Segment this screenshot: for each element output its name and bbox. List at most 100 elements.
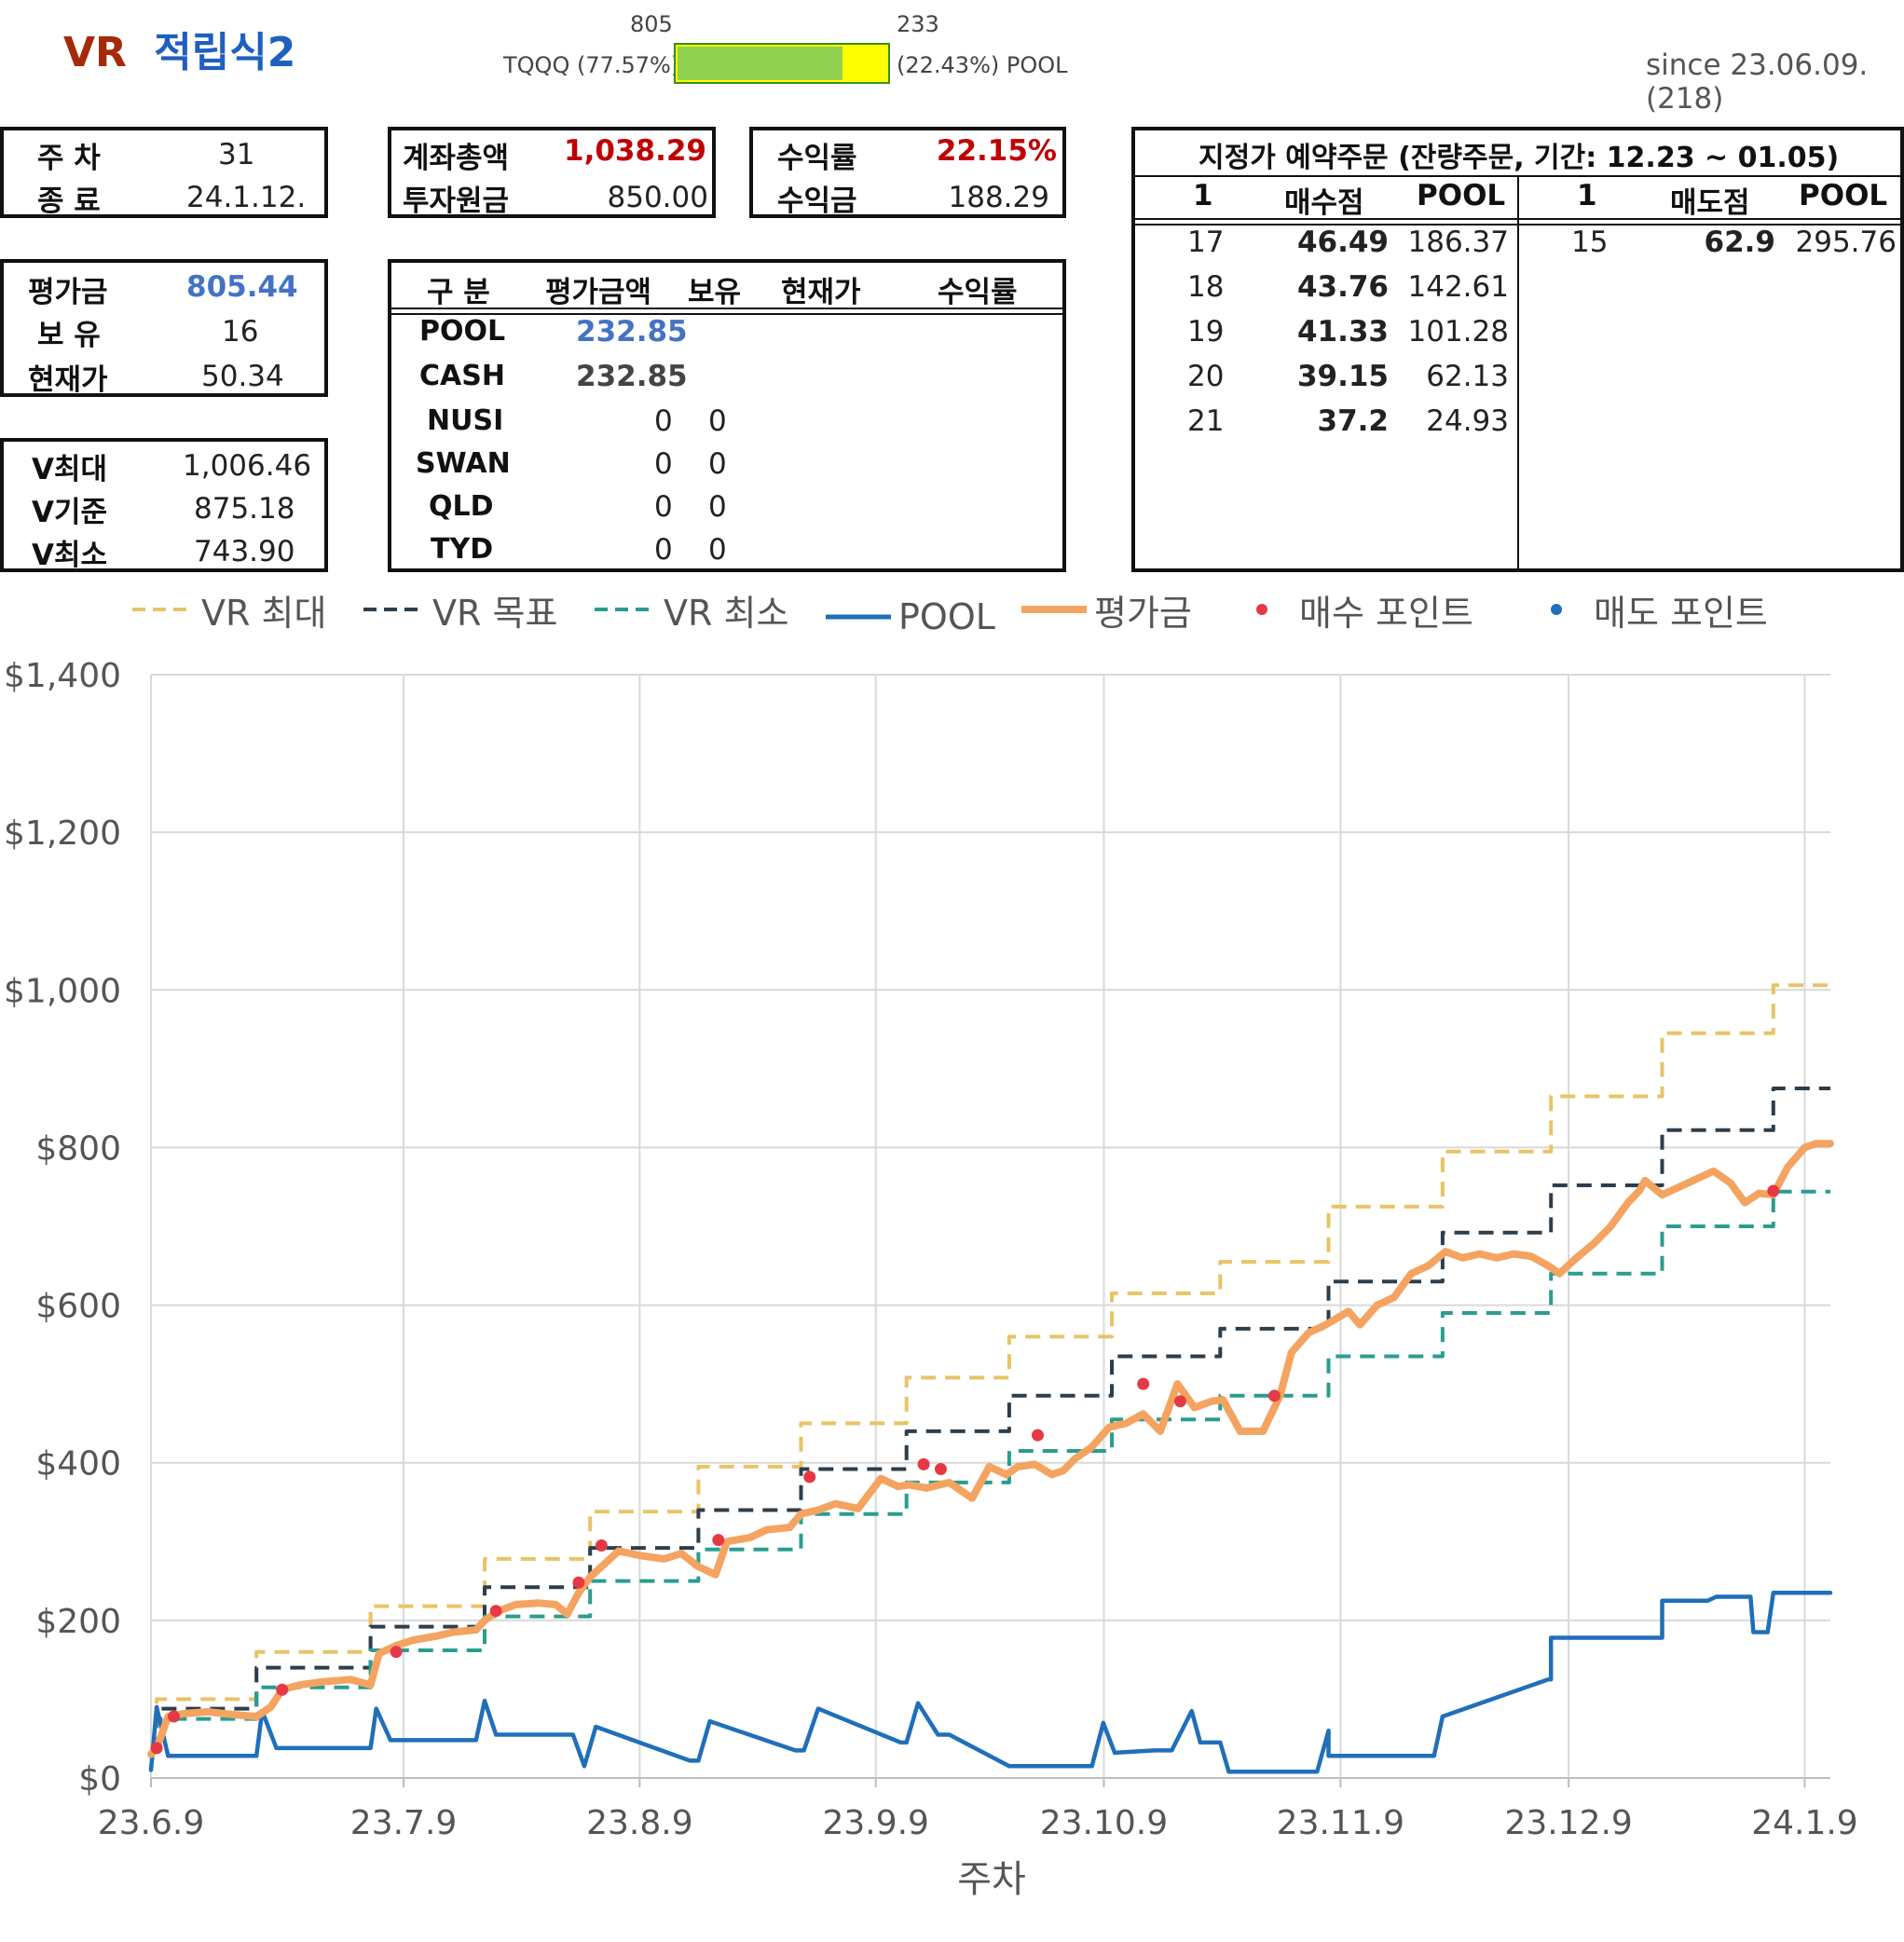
x-tick-label: 23.10.9 — [1040, 1804, 1168, 1842]
buy-order-pool: 186.37 — [1407, 226, 1509, 259]
legend-item-vmin: VR 최소 — [595, 589, 788, 634]
holding-name: QLD — [429, 490, 494, 523]
legend-label-vtarget: VR 목표 — [432, 592, 558, 634]
buy-point — [1031, 1429, 1044, 1442]
holding-hold: 0 — [708, 533, 727, 567]
buy-order-index: 18 — [1187, 270, 1225, 304]
buy-header-pool: POOL — [1417, 179, 1506, 212]
total-value: 1,038.29 — [564, 134, 706, 168]
eval-value: 805.44 — [186, 270, 298, 304]
legend-swatch-buy — [1256, 604, 1267, 615]
bar-right-value: 233 — [897, 11, 939, 37]
buy-header-index: 1 — [1193, 179, 1213, 212]
y-tick-label: $1,000 — [4, 972, 121, 1010]
buy-order-pool: 101.28 — [1407, 315, 1509, 349]
vmax-value: 1,006.46 — [183, 449, 312, 483]
series-line-vtarget — [151, 1087, 1830, 1749]
legend-label-eval: 평가금 — [1094, 592, 1192, 634]
orders-title: 지정가 예약주문 (잔량주문, 기간: 12.23 ~ 01.05) — [1199, 142, 1840, 174]
orders-table: 지정가 예약주문 (잔량주문, 기간: 12.23 ~ 01.05) 1 매수점… — [1131, 127, 1904, 572]
y-tick-label: $400 — [35, 1445, 121, 1484]
x-tick-label: 23.12.9 — [1504, 1804, 1632, 1842]
end-value: 24.1.12. — [186, 181, 307, 214]
sell-header-index: 1 — [1577, 179, 1597, 212]
legend-item-vtarget: VR 목표 — [363, 589, 557, 634]
legend-item-vmax: VR 최대 — [132, 589, 326, 634]
holdings-header-divider — [391, 308, 1062, 309]
legend-label-buy: 매수 포인트 — [1299, 592, 1473, 634]
y-tick-label: $1,400 — [4, 657, 121, 695]
principal-label: 투자원금 — [403, 185, 510, 218]
legend-label-pool: POOL — [898, 596, 995, 637]
holding-name: POOL — [419, 315, 506, 348]
holding-hold: 0 — [708, 490, 727, 524]
buy-point — [167, 1710, 180, 1723]
holding-hold: 0 — [708, 447, 727, 481]
holdings-header-return: 수익률 — [938, 276, 1018, 309]
price-value: 50.34 — [201, 360, 284, 393]
y-tick-label: $1,200 — [4, 814, 121, 853]
buy-order-index: 20 — [1187, 360, 1225, 393]
orders-title-divider — [1135, 175, 1900, 177]
x-tick-label: 23.11.9 — [1277, 1804, 1404, 1842]
legend-swatch-vmax — [132, 608, 194, 611]
buy-point — [803, 1470, 816, 1484]
buy-order-pool: 62.13 — [1426, 360, 1509, 393]
buy-order-pool: 142.61 — [1407, 270, 1509, 304]
sell-header-price: 매도점 — [1670, 186, 1750, 220]
buy-order-price: 37.2 — [1317, 404, 1390, 438]
holding-amount: 232.85 — [576, 315, 688, 349]
v-box: V최대 1,006.46 V기준 875.18 V최소 743.90 — [0, 438, 328, 572]
profit-value: 188.29 — [948, 181, 1049, 214]
bar-left-value: 805 — [630, 11, 673, 37]
holding-amount: 0 — [654, 447, 673, 481]
buy-order-price: 41.33 — [1296, 315, 1389, 349]
bar-right-label: (22.43%) POOL — [897, 52, 1068, 78]
legend-label-vmin: VR 최소 — [664, 592, 789, 634]
series-line-vmin — [151, 1189, 1830, 1749]
rate-value: 22.15% — [936, 134, 1057, 168]
holding-name: CASH — [419, 360, 505, 392]
holding-name: NUSI — [427, 404, 504, 437]
buy-point — [595, 1539, 608, 1552]
sell-order-price: 62.9 — [1704, 226, 1776, 259]
buy-point — [1137, 1377, 1150, 1390]
holdings-header-divider-2 — [391, 313, 1062, 315]
buy-point — [150, 1742, 163, 1755]
holdings-header-hold: 보유 — [688, 276, 742, 309]
buy-point — [390, 1646, 403, 1659]
legend-item-pool: POOL — [826, 596, 995, 637]
y-tick-label: $600 — [35, 1288, 121, 1326]
buy-point — [917, 1457, 930, 1470]
holding-amount: 0 — [654, 404, 673, 438]
allocation-bar — [674, 43, 890, 84]
buy-point — [572, 1576, 585, 1589]
buy-point — [1267, 1389, 1281, 1402]
holding-amount: 0 — [654, 490, 673, 524]
hold-label: 보 유 — [37, 319, 101, 352]
y-tick-label: $200 — [35, 1603, 121, 1641]
series-line-pool — [148, 1591, 1833, 1774]
vmin-label: V최소 — [32, 539, 108, 572]
legend-item-sell: 매도 포인트 — [1543, 589, 1768, 634]
vmax-label: V최대 — [32, 453, 108, 486]
legend-item-eval: 평가금 — [1021, 589, 1192, 634]
holdings-header-amount: 평가금액 — [545, 276, 652, 309]
eval-box: 평가금 805.44 보 유 16 현재가 50.34 — [0, 259, 328, 397]
buy-order-index: 17 — [1187, 226, 1225, 259]
vbase-value: 875.18 — [194, 492, 295, 526]
app-title: VR 적립식2 — [63, 19, 295, 78]
legend-swatch-pool — [826, 614, 891, 620]
price-label: 현재가 — [28, 363, 108, 397]
legend-swatch-eval — [1021, 606, 1087, 613]
buy-order-pool: 24.93 — [1426, 404, 1509, 438]
week-box: 주 차 31 종 료 24.1.12. — [0, 127, 328, 218]
allocation-bar-fill — [678, 47, 842, 80]
sell-order-pool: 295.76 — [1795, 226, 1897, 259]
buy-order-price: 43.76 — [1296, 270, 1389, 304]
series-line-eval — [147, 1140, 1834, 1758]
legend-swatch-vtarget — [363, 608, 425, 611]
buy-point — [489, 1605, 502, 1618]
holdings-header-category: 구 분 — [427, 276, 490, 309]
buy-point — [712, 1534, 725, 1547]
